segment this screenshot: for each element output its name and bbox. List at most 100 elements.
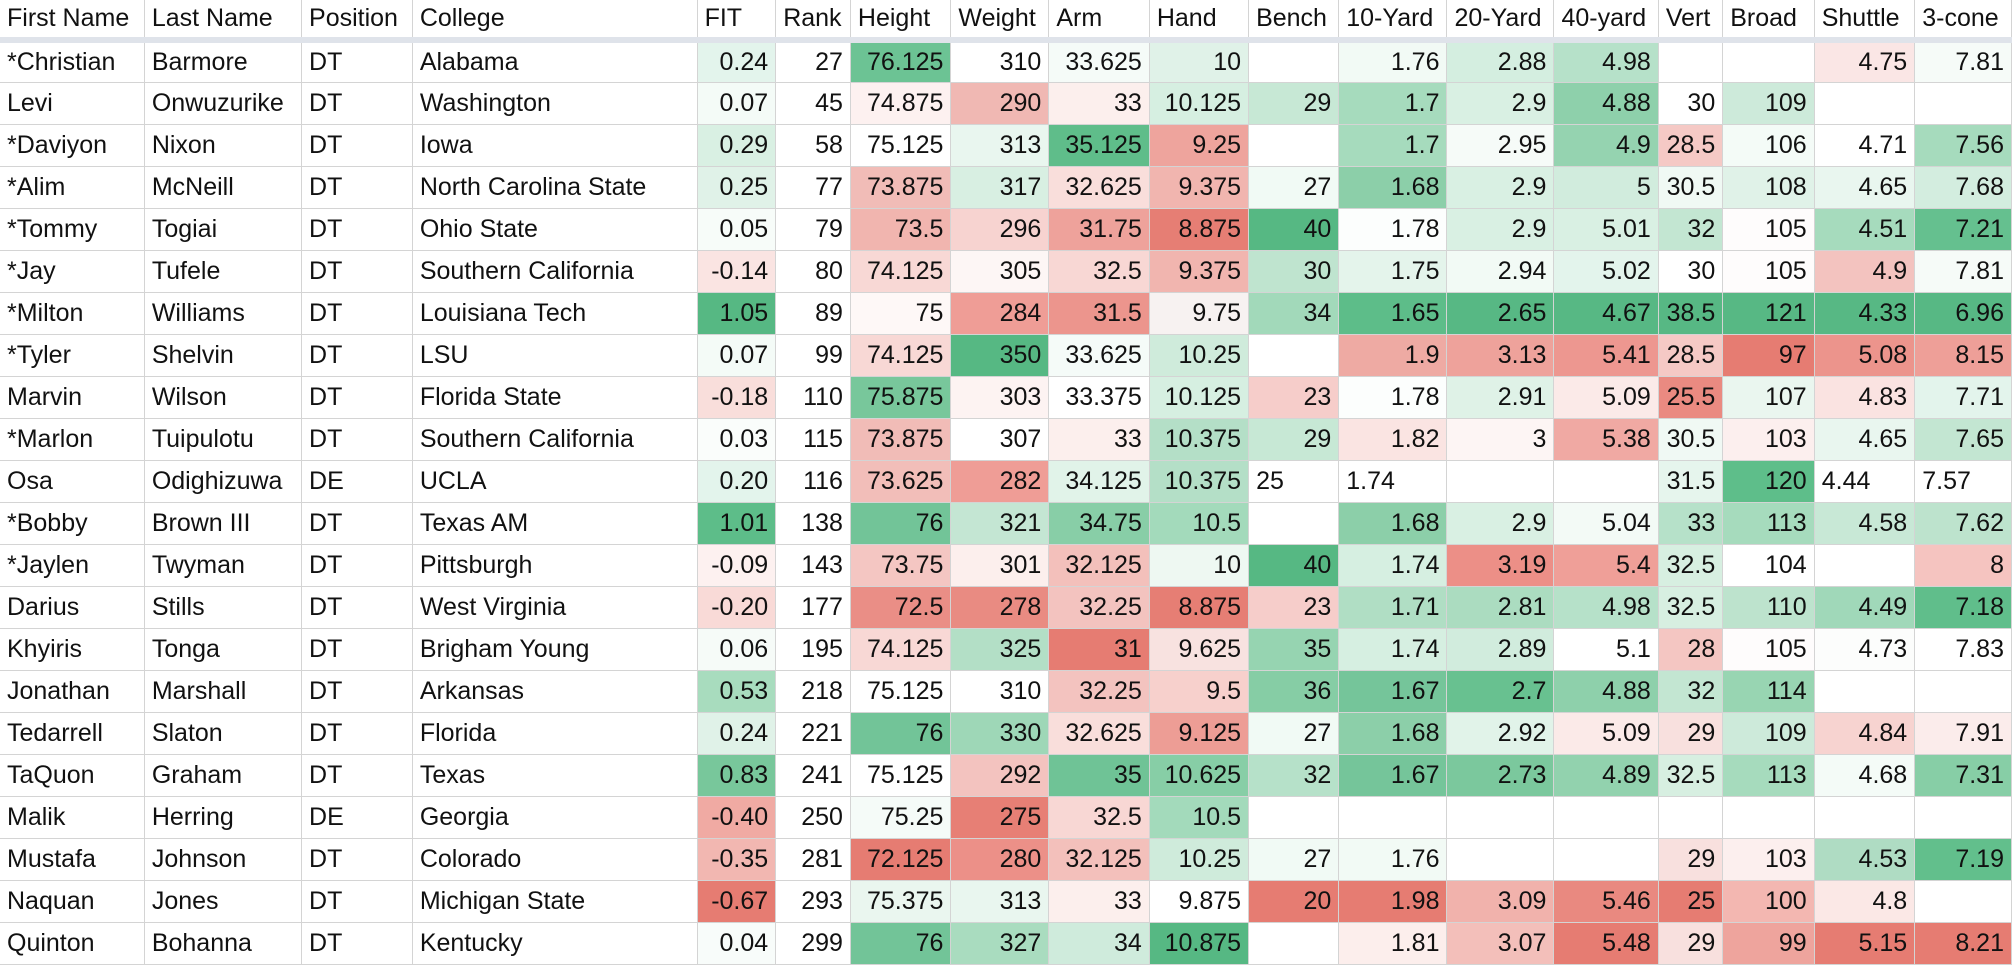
cell-arm[interactable]: 32.5 [1048,250,1150,293]
cell-rank[interactable]: 79 [775,208,851,251]
cell-broad[interactable] [1722,796,1815,839]
cell-twenty[interactable] [1446,796,1555,839]
cell-vert[interactable]: 32 [1658,208,1724,251]
cell-last[interactable]: Slaton [144,712,303,755]
column-header-ten[interactable]: 10-Yard [1338,0,1448,43]
cell-first[interactable]: Malik [0,796,145,839]
cell-college[interactable]: West Virginia [412,586,698,629]
cell-forty[interactable]: 5.01 [1553,208,1659,251]
cell-hand[interactable]: 10 [1149,40,1250,83]
cell-pos[interactable]: DT [301,82,413,125]
cell-first[interactable]: Tedarrell [0,712,145,755]
cell-height[interactable]: 76 [850,922,952,965]
cell-college[interactable]: Southern California [412,250,698,293]
cell-forty[interactable]: 4.9 [1553,124,1659,167]
cell-rank[interactable]: 115 [775,418,851,461]
cell-forty[interactable]: 5.4 [1553,544,1659,587]
cell-forty[interactable]: 4.88 [1553,82,1659,125]
cell-pos[interactable]: DT [301,712,413,755]
cell-bench[interactable]: 36 [1248,670,1340,713]
cell-broad[interactable]: 107 [1722,376,1815,419]
cell-shuttle[interactable]: 4.51 [1814,208,1916,251]
cell-pos[interactable]: DT [301,586,413,629]
cell-bench[interactable]: 23 [1248,376,1340,419]
cell-fit[interactable]: 0.24 [697,712,777,755]
cell-first[interactable]: *Daviyon [0,124,145,167]
cell-cone[interactable]: 7.91 [1914,712,2012,755]
cell-vert[interactable] [1658,40,1724,83]
cell-forty[interactable]: 4.89 [1553,754,1659,797]
cell-college[interactable]: UCLA [412,460,698,503]
cell-fit[interactable]: 0.07 [697,82,777,125]
cell-cone[interactable] [1914,880,2012,923]
cell-twenty[interactable]: 2.92 [1446,712,1555,755]
cell-hand[interactable]: 10.5 [1149,502,1250,545]
cell-first[interactable]: Jonathan [0,670,145,713]
column-header-hand[interactable]: Hand [1149,0,1250,43]
cell-forty[interactable]: 4.98 [1553,586,1659,629]
cell-cone[interactable]: 7.81 [1914,250,2012,293]
cell-weight[interactable]: 313 [950,124,1050,167]
cell-hand[interactable]: 10 [1149,544,1250,587]
cell-ten[interactable]: 1.7 [1338,124,1448,167]
cell-ten[interactable]: 1.74 [1338,544,1448,587]
cell-weight[interactable]: 275 [950,796,1050,839]
cell-college[interactable]: Michigan State [412,880,698,923]
cell-arm[interactable]: 33.625 [1048,40,1150,83]
cell-bench[interactable]: 25 [1248,460,1340,503]
cell-pos[interactable]: DT [301,544,413,587]
cell-pos[interactable]: DE [301,796,413,839]
cell-arm[interactable]: 31 [1048,628,1150,671]
cell-ten[interactable]: 1.71 [1338,586,1448,629]
cell-height[interactable]: 75 [850,292,952,335]
cell-ten[interactable]: 1.74 [1338,628,1448,671]
cell-rank[interactable]: 281 [775,838,851,881]
cell-broad[interactable]: 114 [1722,670,1815,713]
cell-forty[interactable] [1553,796,1659,839]
cell-broad[interactable]: 108 [1722,166,1815,209]
cell-weight[interactable]: 303 [950,376,1050,419]
cell-forty[interactable]: 5.02 [1553,250,1659,293]
cell-last[interactable]: Shelvin [144,334,303,377]
cell-twenty[interactable]: 2.7 [1446,670,1555,713]
cell-cone[interactable]: 7.83 [1914,628,2012,671]
cell-arm[interactable]: 32.5 [1048,796,1150,839]
cell-college[interactable]: Washington [412,82,698,125]
cell-hand[interactable]: 9.625 [1149,628,1250,671]
cell-arm[interactable]: 33 [1048,418,1150,461]
cell-shuttle[interactable] [1814,796,1916,839]
cell-weight[interactable]: 305 [950,250,1050,293]
cell-forty[interactable] [1553,838,1659,881]
cell-first[interactable]: Khyiris [0,628,145,671]
cell-vert[interactable]: 32.5 [1658,586,1724,629]
cell-hand[interactable]: 9.375 [1149,250,1250,293]
cell-vert[interactable]: 32.5 [1658,544,1724,587]
cell-pos[interactable]: DT [301,502,413,545]
cell-twenty[interactable] [1446,838,1555,881]
cell-bench[interactable]: 23 [1248,586,1340,629]
cell-first[interactable]: *Tommy [0,208,145,251]
cell-height[interactable]: 75.125 [850,670,952,713]
cell-cone[interactable]: 7.81 [1914,40,2012,83]
cell-fit[interactable]: -0.18 [697,376,777,419]
cell-rank[interactable]: 58 [775,124,851,167]
cell-cone[interactable]: 7.21 [1914,208,2012,251]
cell-first[interactable]: *Marlon [0,418,145,461]
cell-arm[interactable]: 32.125 [1048,544,1150,587]
cell-cone[interactable]: 7.57 [1914,460,2012,503]
cell-broad[interactable]: 113 [1722,502,1815,545]
cell-fit[interactable]: 0.83 [697,754,777,797]
cell-pos[interactable]: DT [301,838,413,881]
cell-height[interactable]: 75.125 [850,124,952,167]
cell-last[interactable]: Twyman [144,544,303,587]
cell-ten[interactable]: 1.98 [1338,880,1448,923]
cell-ten[interactable]: 1.76 [1338,838,1448,881]
cell-twenty[interactable]: 3.13 [1446,334,1555,377]
cell-bench[interactable]: 27 [1248,166,1340,209]
cell-first[interactable]: *Tyler [0,334,145,377]
cell-last[interactable]: Jones [144,880,303,923]
cell-broad[interactable]: 106 [1722,124,1815,167]
cell-hand[interactable]: 9.5 [1149,670,1250,713]
cell-cone[interactable] [1914,670,2012,713]
column-header-height[interactable]: Height [850,0,952,43]
